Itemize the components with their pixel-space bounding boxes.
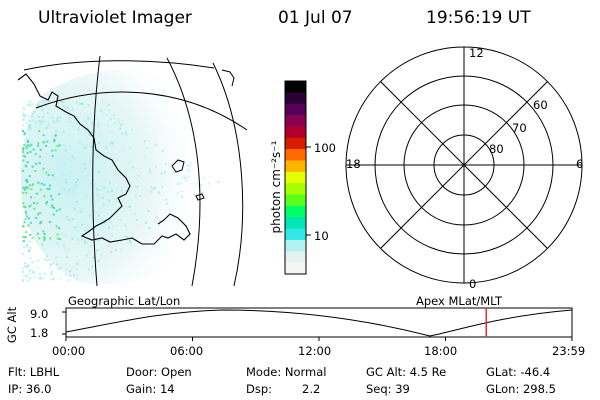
lat-label-70: 70 xyxy=(512,121,527,135)
imager-field xyxy=(20,69,207,285)
colorbar-segment xyxy=(285,183,306,196)
coastline xyxy=(17,73,191,245)
mlt-label-0: 0 xyxy=(469,277,477,291)
colorbar-segment xyxy=(285,81,306,93)
colorbar-segment xyxy=(285,126,306,139)
mlt-label-6: 6 xyxy=(576,157,584,171)
header-time: 19:56:19 UT xyxy=(426,8,531,28)
timeline-xtick-0000: 00:00 xyxy=(52,344,86,358)
status-gain: Gain: 14 xyxy=(126,382,175,396)
status-mode: Mode: Normal xyxy=(246,365,327,379)
colorbar-segment xyxy=(285,92,306,105)
colorbar-segment xyxy=(285,171,306,184)
colorbar-segment xyxy=(285,103,306,116)
colorbar-segment xyxy=(285,194,306,207)
meridian-line xyxy=(92,55,101,287)
status-door: Door: Open xyxy=(126,365,192,379)
timeline-xtick-2359: 23:59 xyxy=(552,344,586,358)
status-gc-alt: GC Alt: 4.5 Re xyxy=(366,365,447,379)
status-dsp-label: Dsp: xyxy=(246,382,273,396)
mlt-diag xyxy=(380,81,548,249)
timeline-ytick-bottom: 1.8 xyxy=(30,326,49,340)
altitude-curve xyxy=(65,309,573,337)
status-flt: Flt: LBHL xyxy=(8,365,60,379)
status-glat: GLat: -46.4 xyxy=(486,365,551,379)
island-outline xyxy=(171,159,185,173)
header-date: 01 Jul 07 xyxy=(278,8,353,28)
status-dsp-value: 2.2 xyxy=(302,382,321,396)
lat-label-60: 60 xyxy=(533,98,548,112)
colorbar-segment xyxy=(285,217,306,230)
colorbar-segment xyxy=(285,251,306,264)
meridian-line xyxy=(166,57,201,287)
colorbar-segment xyxy=(285,160,306,173)
colorbar-tick-10: 10 xyxy=(314,229,329,243)
colorbar-segment xyxy=(285,115,306,127)
colorbar-segment xyxy=(285,137,306,150)
parallel-line xyxy=(35,91,248,131)
colorbar-segment xyxy=(285,205,306,218)
timeline-xtick-1800: 18:00 xyxy=(424,344,458,358)
timeline-xtick-0600: 06:00 xyxy=(170,344,204,358)
mlt-label-12: 12 xyxy=(469,46,484,60)
parallel-line xyxy=(23,60,215,71)
colorbar-segment xyxy=(285,239,306,252)
colorbar xyxy=(284,80,311,275)
colorbar-segment xyxy=(285,228,306,241)
timeline-left-label: Geographic Lat/Lon xyxy=(68,294,181,308)
status-seq: Seq: 39 xyxy=(366,382,410,396)
island-outline xyxy=(195,193,205,201)
timeline-right-label: Apex MLat/MLT xyxy=(416,294,503,308)
timeline-ytick-top: 9.0 xyxy=(30,307,49,321)
app-title: Ultraviolet Imager xyxy=(38,8,192,28)
status-ip: IP: 36.0 xyxy=(8,382,52,396)
lat-label-80: 80 xyxy=(489,142,504,156)
timeline-frame xyxy=(65,307,573,338)
status-glon: GLon: 298.5 xyxy=(486,382,556,396)
meridian-line xyxy=(212,62,244,287)
coastline xyxy=(221,69,235,87)
colorbar-segment xyxy=(285,149,306,161)
colorbar-segment xyxy=(285,262,306,275)
timeline-xtick-1200: 12:00 xyxy=(298,344,332,358)
colorbar-tick-100: 100 xyxy=(314,141,336,155)
mlt-label-18: 18 xyxy=(346,157,361,171)
